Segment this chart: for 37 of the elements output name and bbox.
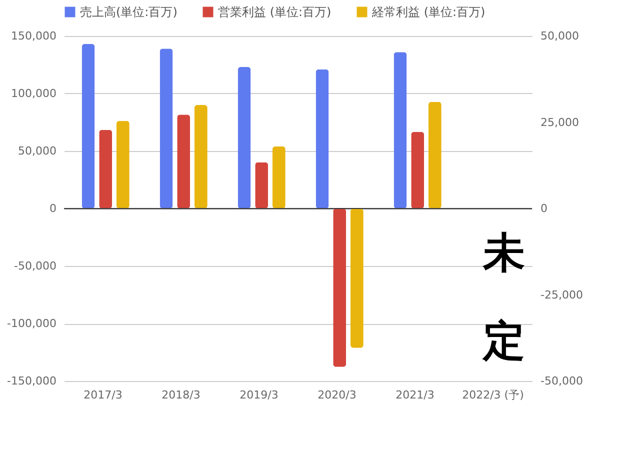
bar: [255, 162, 268, 208]
x-tick-label: 2018/3: [162, 388, 200, 402]
y-tick-label: 0: [50, 202, 56, 215]
y2-tick-label: -25,000: [540, 288, 583, 302]
y-tick-label: 150,000: [11, 30, 56, 42]
x-tick-label: 2019/3: [240, 388, 278, 402]
y2-tick-label: 25,000: [540, 116, 579, 129]
x-tick-label: 2020/3: [318, 388, 356, 402]
annotation: 未定: [482, 228, 525, 365]
legend-label: 営業利益 (単位:百万): [218, 5, 332, 19]
bar: [350, 208, 364, 348]
bar: [238, 67, 251, 208]
bar: [116, 120, 130, 208]
legend-label: 経常利益 (単位:百万): [371, 5, 486, 19]
x-tick-label: 2022/3 (予): [462, 388, 524, 402]
bar: [411, 132, 424, 208]
legend-label: 売上高(単位:百万): [80, 5, 178, 19]
bar: [194, 105, 208, 208]
y2-tick-label: 50,000: [540, 30, 579, 42]
y-tick-label: -100,000: [7, 317, 56, 330]
x-tick-label: 2021/3: [396, 388, 434, 402]
bar: [333, 208, 346, 367]
bar: [99, 130, 112, 208]
y2-tick-label: -50,000: [540, 374, 583, 388]
y2-tick-label: 0: [540, 202, 548, 215]
bar: [316, 69, 329, 208]
y-tick-label: -150,000: [7, 374, 56, 388]
y-tick-label: 100,000: [11, 87, 56, 100]
y-tick-label: -50,000: [14, 260, 56, 272]
y-tick-label: 50,000: [18, 144, 56, 158]
x-tick-label: 2017/3: [84, 388, 122, 402]
bar: [394, 52, 407, 208]
bar: [272, 146, 286, 208]
bar: [428, 102, 442, 208]
bar: [160, 48, 173, 208]
bar: [177, 114, 190, 208]
bar: [82, 44, 95, 208]
